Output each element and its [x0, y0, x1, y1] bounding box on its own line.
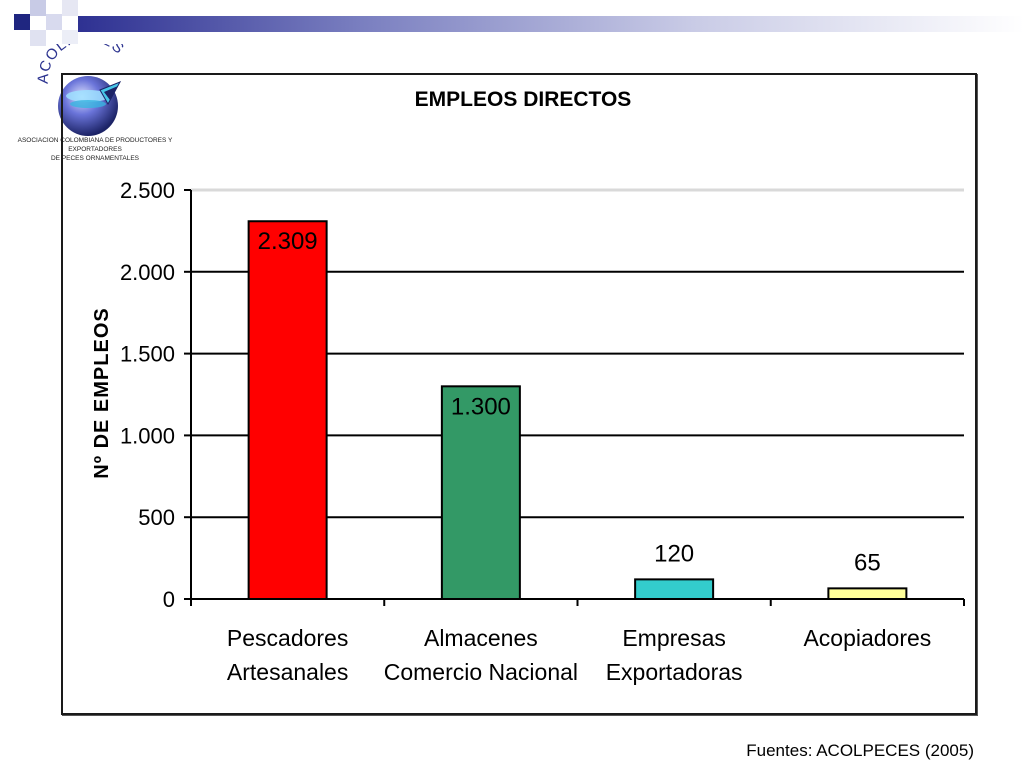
logo-subtitle: ASOCIACION COLOMBIANA DE PRODUCTORES Y E…	[0, 136, 190, 163]
logo-subtitle-line2: DE PECES ORNAMENTALES	[50, 155, 139, 162]
data-label: 65	[854, 549, 881, 576]
source-note: Fuentes: ACOLPECES (2005)	[746, 741, 974, 760]
y-tick-label: 1.500	[120, 342, 175, 367]
header-gradient-bar	[78, 16, 1024, 32]
data-label: 2.309	[258, 228, 318, 255]
x-tick-label: Comercio Nacional	[384, 659, 578, 685]
logo-subtitle-line1: ASOCIACION COLOMBIANA DE PRODUCTORES Y E…	[17, 137, 173, 153]
data-label: 120	[654, 540, 694, 567]
x-tick-label: Artesanales	[227, 659, 348, 685]
x-tick-label: Pescadores	[227, 625, 348, 651]
chart-title: EMPLEOS DIRECTOS	[415, 88, 632, 111]
bar	[440, 385, 521, 600]
decorative-square	[30, 0, 46, 16]
data-label: 1.300	[451, 393, 511, 420]
y-axis-label: Nº DE EMPLEOS	[91, 307, 113, 478]
x-tick-label: Almacenes	[424, 625, 538, 651]
chart-frame	[61, 73, 977, 715]
y-tick-label: 0	[163, 587, 175, 612]
y-tick-label: 500	[138, 505, 175, 530]
decorative-square	[62, 30, 78, 44]
y-tick-label: 1.000	[120, 423, 175, 448]
y-tick-label: 2.000	[120, 260, 175, 285]
decorative-square	[14, 14, 30, 30]
x-tick-label: Exportadoras	[606, 659, 743, 685]
bar	[247, 220, 328, 601]
x-tick-label: Empresas	[622, 625, 726, 651]
y-tick-label: 2.500	[120, 178, 175, 203]
decorative-square	[30, 30, 46, 46]
decorative-square	[62, 0, 78, 16]
acolpeces-logo: ACOLPECES	[35, 44, 127, 136]
bar	[827, 587, 908, 601]
bar	[634, 578, 715, 600]
decorative-square	[46, 14, 62, 30]
x-tick-label: Acopiadores	[803, 625, 931, 651]
